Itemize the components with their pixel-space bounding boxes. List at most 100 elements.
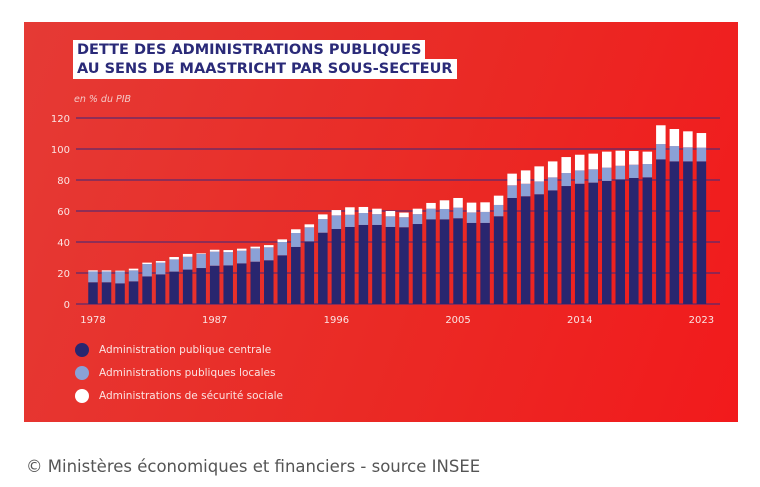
bar-segment-social bbox=[696, 133, 707, 148]
bar-segment-central bbox=[656, 159, 666, 304]
bar-segment-social bbox=[507, 173, 517, 186]
bar-segment-local bbox=[683, 147, 693, 162]
bar-segment-social bbox=[656, 125, 666, 145]
bar-segment-central bbox=[399, 227, 409, 304]
legend-label: Administrations publiques locales bbox=[99, 367, 276, 379]
y-tick-label: 20 bbox=[57, 269, 70, 280]
bar-segment-social bbox=[304, 224, 315, 228]
bar-segment-local bbox=[264, 247, 274, 261]
bar-segment-local bbox=[345, 214, 355, 227]
bar-segment-social bbox=[439, 200, 450, 209]
bar-segment-central bbox=[142, 276, 152, 304]
x-tick-label: 2005 bbox=[445, 315, 470, 326]
bar-segment-social bbox=[209, 249, 220, 252]
bar-segment-central bbox=[561, 186, 571, 304]
bar-segment-social bbox=[453, 197, 463, 208]
bar-segment-social bbox=[169, 257, 179, 260]
bar-segment-local bbox=[453, 207, 463, 219]
bar-segment-social bbox=[223, 250, 233, 253]
bar-segment-social bbox=[669, 129, 680, 147]
y-axis-unit-label: en % du PIB bbox=[74, 94, 132, 105]
bar-segment-social bbox=[331, 210, 342, 216]
legend-item-central: Administration publique centrale bbox=[75, 343, 271, 357]
bar-segment-social bbox=[128, 268, 139, 271]
bar-segment-social bbox=[534, 166, 544, 182]
bar-segment-central bbox=[602, 180, 612, 304]
bar-segment-central bbox=[223, 265, 233, 304]
bar-segment-central bbox=[115, 283, 125, 304]
bar-segment-central bbox=[439, 219, 450, 304]
bar-segment-central bbox=[574, 183, 585, 304]
bar-segment-local bbox=[128, 270, 139, 282]
bar-segment-social bbox=[547, 161, 558, 178]
x-tick-label: 1978 bbox=[80, 315, 105, 326]
bar-segment-social bbox=[683, 131, 693, 148]
bar-segment-local bbox=[236, 250, 247, 264]
bar-segment-local bbox=[223, 252, 233, 266]
bar-segment-central bbox=[453, 218, 463, 304]
bar-segment-local bbox=[358, 213, 369, 225]
bar-segment-local bbox=[399, 217, 409, 228]
bar-segment-local bbox=[318, 219, 328, 233]
bar-segment-central bbox=[547, 190, 558, 304]
y-tick-label: 100 bbox=[51, 145, 70, 156]
bar-segment-social bbox=[426, 202, 436, 209]
bar-segment-local bbox=[574, 170, 585, 184]
bar-segment-social bbox=[196, 253, 206, 254]
bar-segment-local bbox=[196, 253, 206, 269]
bar-segment-local bbox=[291, 233, 301, 247]
bar-segment-local bbox=[372, 214, 382, 225]
source-caption: © Ministères économiques et financiers -… bbox=[26, 457, 481, 476]
bar-segment-social bbox=[602, 151, 612, 168]
bar-segment-social bbox=[588, 153, 598, 170]
bar-segment-central bbox=[196, 268, 206, 304]
bar-segment-central bbox=[466, 222, 477, 304]
bar-segment-local bbox=[588, 169, 598, 183]
bar-segment-local bbox=[331, 215, 342, 229]
legend-swatch-social bbox=[75, 389, 89, 403]
bar-segment-central bbox=[493, 216, 504, 304]
bar-segment-local bbox=[629, 164, 639, 178]
bar-segment-central bbox=[101, 282, 112, 304]
bar-segment-central bbox=[426, 219, 436, 304]
bar-segment-central bbox=[291, 246, 301, 304]
bar-segment-local bbox=[615, 165, 626, 180]
bar-segment-central bbox=[88, 282, 98, 304]
bar-segment-social bbox=[155, 261, 166, 263]
bar-segment-central bbox=[264, 260, 274, 304]
bar-segment-social bbox=[493, 195, 504, 205]
bar-segment-social bbox=[399, 212, 409, 218]
chart-title-line-2: AU SENS DE MAASTRICHT PAR SOUS-SECTEUR bbox=[73, 59, 457, 79]
bar-segment-social bbox=[520, 170, 531, 184]
bar-segment-central bbox=[304, 241, 315, 304]
y-tick-label: 60 bbox=[57, 207, 70, 218]
bar-segment-social bbox=[236, 248, 247, 251]
y-tick-label: 40 bbox=[57, 238, 70, 249]
bar-segment-local bbox=[304, 227, 315, 242]
bar-segment-local bbox=[656, 144, 666, 160]
bar-segment-local bbox=[466, 212, 477, 223]
bar-segment-central bbox=[696, 161, 707, 304]
bar-segment-central bbox=[615, 179, 626, 304]
bar-segment-local bbox=[439, 208, 450, 220]
chart-panel: DETTE DES ADMINISTRATIONS PUBLIQUES AU S… bbox=[24, 22, 738, 422]
bar-segment-central bbox=[331, 228, 342, 304]
bar-segment-social bbox=[412, 208, 423, 215]
bar-segment-local bbox=[209, 251, 220, 266]
bar-segment-local bbox=[480, 211, 490, 223]
bar-segment-local bbox=[155, 262, 166, 275]
legend-swatch-local bbox=[75, 366, 89, 380]
bar-segment-social bbox=[642, 151, 653, 165]
legend-label: Administration publique centrale bbox=[99, 344, 272, 356]
bar-segment-central bbox=[669, 161, 680, 304]
y-tick-label: 80 bbox=[57, 176, 70, 187]
bar-segment-central bbox=[683, 161, 693, 304]
bar-segment-local bbox=[642, 164, 653, 178]
legend-item-social: Administrations de sécurité sociale bbox=[75, 389, 283, 403]
bar-segment-local bbox=[88, 271, 98, 283]
bar-segment-social bbox=[182, 253, 193, 257]
bar-segment-local bbox=[182, 256, 193, 270]
bar-segment-local bbox=[520, 183, 531, 197]
bar-segment-central bbox=[277, 255, 288, 304]
bar-segment-central bbox=[372, 224, 382, 304]
